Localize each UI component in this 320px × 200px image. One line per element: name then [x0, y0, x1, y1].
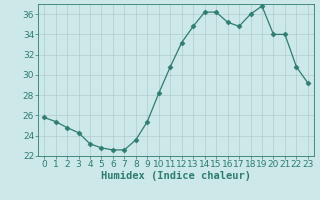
X-axis label: Humidex (Indice chaleur): Humidex (Indice chaleur)	[101, 171, 251, 181]
